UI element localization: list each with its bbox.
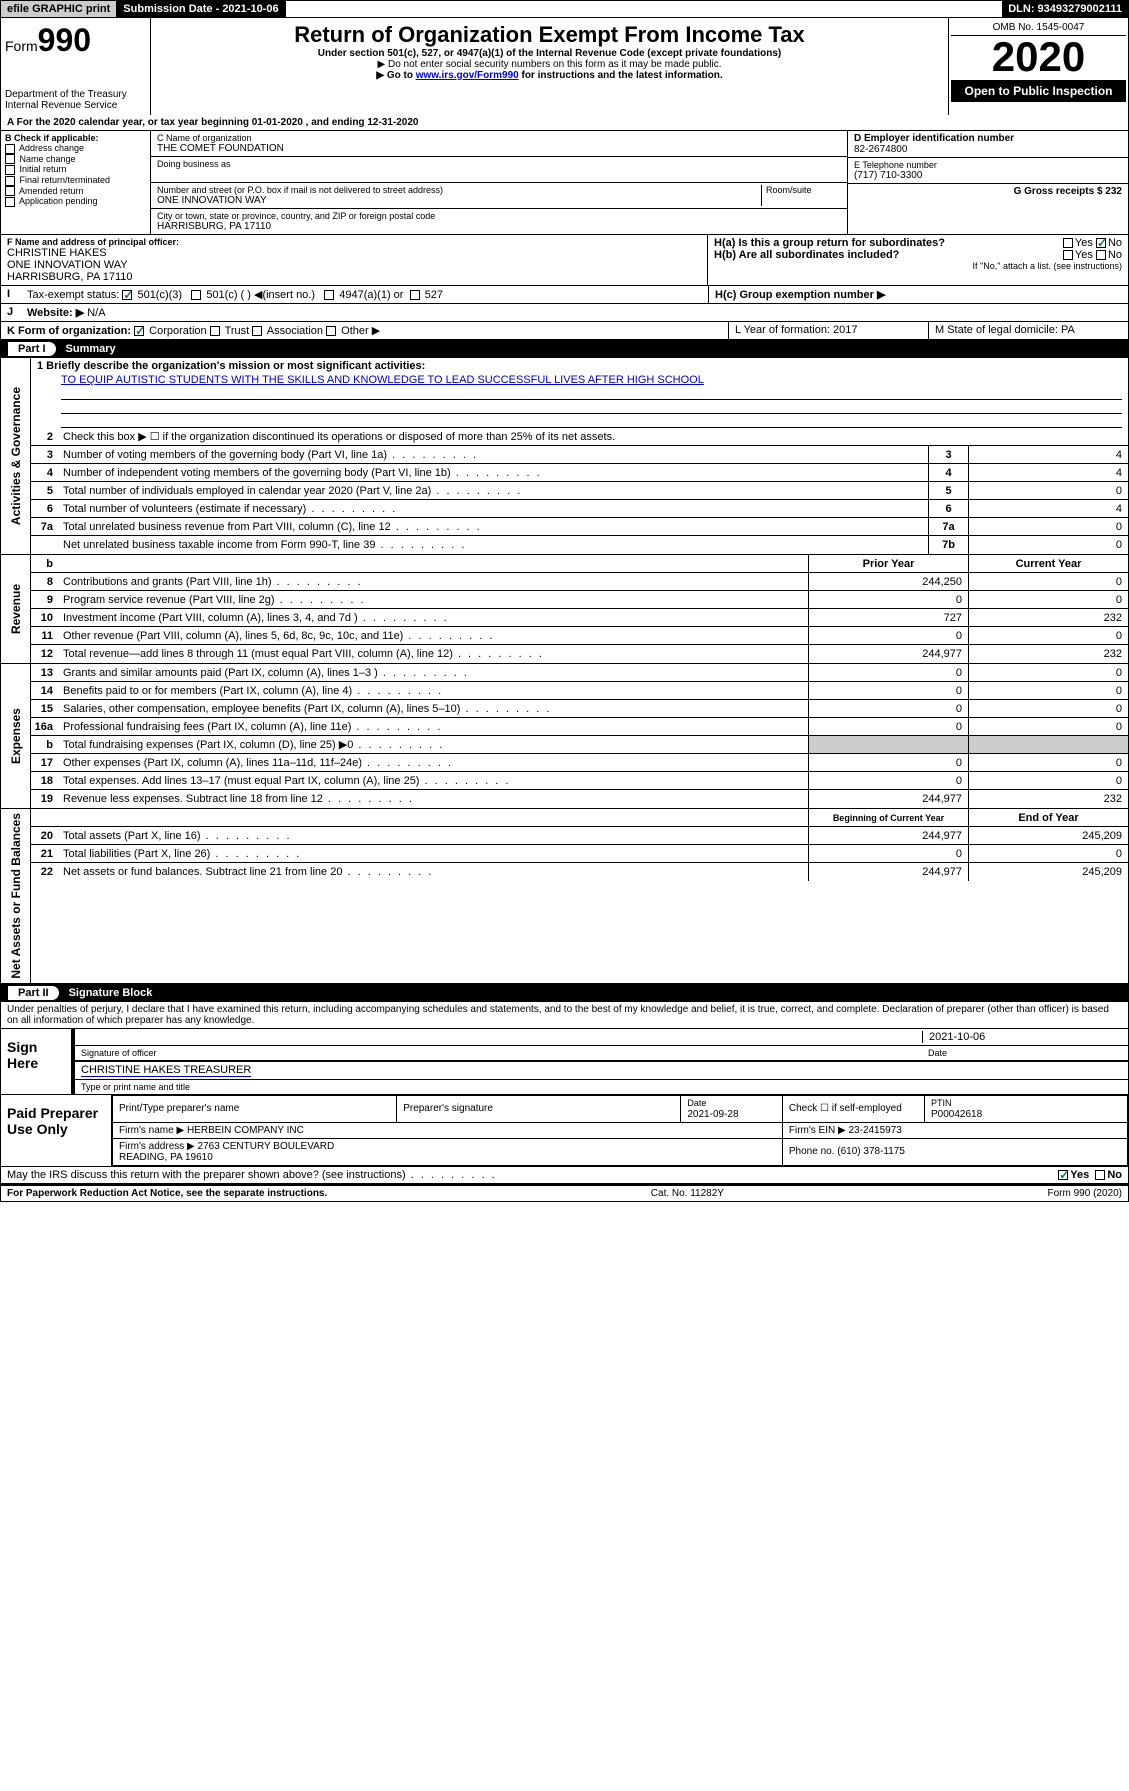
box-b: B Check if applicable: Address change Na… [1, 131, 151, 234]
form-header: Form990 Department of the Treasury Inter… [0, 18, 1129, 115]
section-j: J Website: ▶ N/A [0, 304, 1129, 322]
sign-here-block: Sign Here 2021-10-06 Signature of office… [0, 1029, 1129, 1095]
subtitle-1: Under section 501(c), 527, or 4947(a)(1)… [155, 48, 944, 59]
irs-link[interactable]: www.irs.gov/Form990 [416, 70, 519, 81]
paid-preparer-block: Paid Preparer Use Only Print/Type prepar… [0, 1095, 1129, 1167]
checkbox-application-pending[interactable]: Application pending [5, 196, 146, 207]
checkbox-final-return-terminated[interactable]: Final return/terminated [5, 175, 146, 186]
box-g: G Gross receipts $ 232 [848, 184, 1128, 199]
footer: For Paperwork Reduction Act Notice, see … [0, 1184, 1129, 1202]
open-inspection: Open to Public Inspection [951, 80, 1126, 102]
revenue-block: Revenue bPrior YearCurrent Year 8Contrib… [0, 555, 1129, 664]
top-bar: efile GRAPHIC print Submission Date - 20… [0, 0, 1129, 18]
mission-text: TO EQUIP AUTISTIC STUDENTS WITH THE SKIL… [31, 374, 1128, 386]
form-title: Return of Organization Exempt From Incom… [155, 22, 944, 48]
checkbox-name-change[interactable]: Name change [5, 154, 146, 165]
part-i-header: Part ISummary [0, 340, 1129, 358]
governance-block: Activities & Governance 1 Briefly descri… [0, 358, 1129, 555]
submission-date: Submission Date - 2021-10-06 [117, 1, 285, 17]
box-c-dba: Doing business as [151, 157, 847, 183]
subtitle-2: ▶ Do not enter social security numbers o… [155, 59, 944, 70]
section-ij: I Tax-exempt status: 501(c)(3) 501(c) ( … [0, 286, 1129, 304]
subtitle-3: ▶ Go to www.irs.gov/Form990 for instruct… [155, 70, 944, 81]
expenses-block: Expenses 13Grants and similar amounts pa… [0, 664, 1129, 809]
checkbox-amended-return[interactable]: Amended return [5, 186, 146, 197]
section-bcdefg: B Check if applicable: Address change Na… [0, 131, 1129, 235]
box-d: D Employer identification number 82-2674… [848, 131, 1128, 158]
box-e: E Telephone number (717) 710-3300 [848, 158, 1128, 184]
form-number: Form990 [5, 22, 146, 59]
tax-year: 2020 [951, 36, 1126, 78]
dln: DLN: 93493279002111 [1002, 1, 1128, 17]
section-klm: K Form of organization: Corporation Trus… [0, 322, 1129, 340]
netassets-block: Net Assets or Fund Balances Beginning of… [0, 809, 1129, 984]
section-fh: F Name and address of principal officer:… [0, 235, 1129, 286]
perjury-text: Under penalties of perjury, I declare th… [0, 1002, 1129, 1029]
efile-button[interactable]: efile GRAPHIC print [1, 1, 117, 17]
checkbox-initial-return[interactable]: Initial return [5, 164, 146, 175]
discuss-row: May the IRS discuss this return with the… [0, 1167, 1129, 1184]
box-c-address: Number and street (or P.O. box if mail i… [151, 183, 847, 209]
checkbox-address-change[interactable]: Address change [5, 143, 146, 154]
line-a: A For the 2020 calendar year, or tax yea… [0, 115, 1129, 131]
box-c-city: City or town, state or province, country… [151, 209, 847, 234]
part-ii-header: Part IISignature Block [0, 984, 1129, 1002]
dept-treasury: Department of the Treasury Internal Reve… [5, 89, 146, 111]
box-c-name: C Name of organization THE COMET FOUNDAT… [151, 131, 847, 157]
